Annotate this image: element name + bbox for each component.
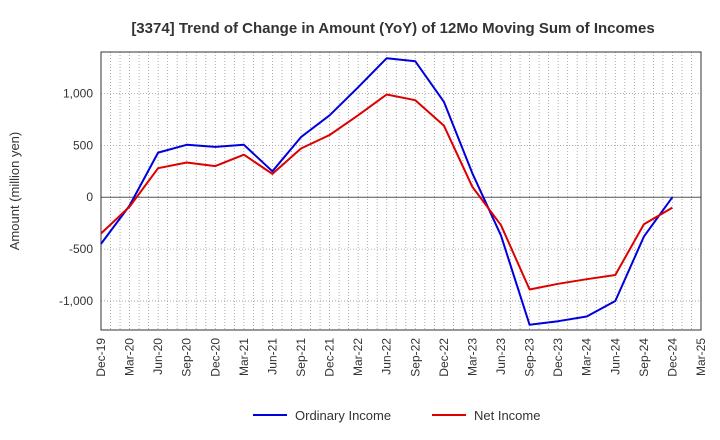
- x-tick-label: Dec-24: [665, 338, 679, 377]
- x-tick-label: Mar-22: [351, 338, 365, 376]
- x-tick-label: Jun-22: [380, 338, 394, 375]
- y-axis-label: Amount (million yen): [7, 132, 22, 251]
- x-tick-label: Mar-21: [237, 338, 251, 376]
- x-tick-label: Jun-23: [494, 338, 508, 375]
- x-tick-label: Sep-20: [180, 338, 194, 377]
- series-line-ordinary-income: [100, 57, 674, 326]
- y-tick-label: 500: [73, 138, 93, 152]
- plot-frame: [100, 51, 702, 331]
- legend-label: Net Income: [474, 408, 540, 423]
- legend: Ordinary Income Net Income: [253, 408, 540, 423]
- x-tick-label: Mar-24: [580, 338, 594, 376]
- x-tick-label: Sep-24: [637, 338, 651, 377]
- x-tick-label: Mar-23: [465, 338, 479, 376]
- x-tick-label: Mar-20: [123, 338, 137, 376]
- y-axis-ticks: -1,000 -500 0 500 1,000: [59, 86, 93, 307]
- y-tick-label: -500: [69, 242, 93, 256]
- y-tick-label: -1,000: [59, 294, 93, 308]
- y-tick-label: 1,000: [63, 86, 93, 100]
- series-group: [100, 57, 674, 326]
- x-tick-label: Dec-20: [208, 338, 222, 377]
- x-axis-ticks: Dec-19 Mar-20 Jun-20 Sep-20 Dec-20 Mar-21 Jun-…: [94, 338, 708, 377]
- x-tick-label: Dec-22: [437, 338, 451, 377]
- x-tick-label: Jun-20: [151, 338, 165, 375]
- x-tick-label: Dec-23: [551, 338, 565, 377]
- x-tick-label: Sep-23: [523, 338, 537, 377]
- chart-title: [3374] Trend of Change in Amount (YoY) o…: [131, 20, 654, 37]
- x-tick-label: Sep-22: [408, 338, 422, 377]
- x-tick-label: Jun-24: [608, 338, 622, 375]
- x-tick-label: Mar-25: [694, 338, 708, 376]
- x-tick-label: Dec-21: [323, 338, 337, 377]
- grid: [100, 52, 702, 330]
- x-tick-label: Jun-21: [265, 338, 279, 375]
- series-line-net-income: [100, 93, 673, 291]
- y-tick-label: 0: [86, 190, 93, 204]
- x-tick-label: Sep-21: [294, 338, 308, 377]
- legend-label: Ordinary Income: [295, 408, 391, 423]
- x-tick-label: Dec-19: [94, 338, 108, 377]
